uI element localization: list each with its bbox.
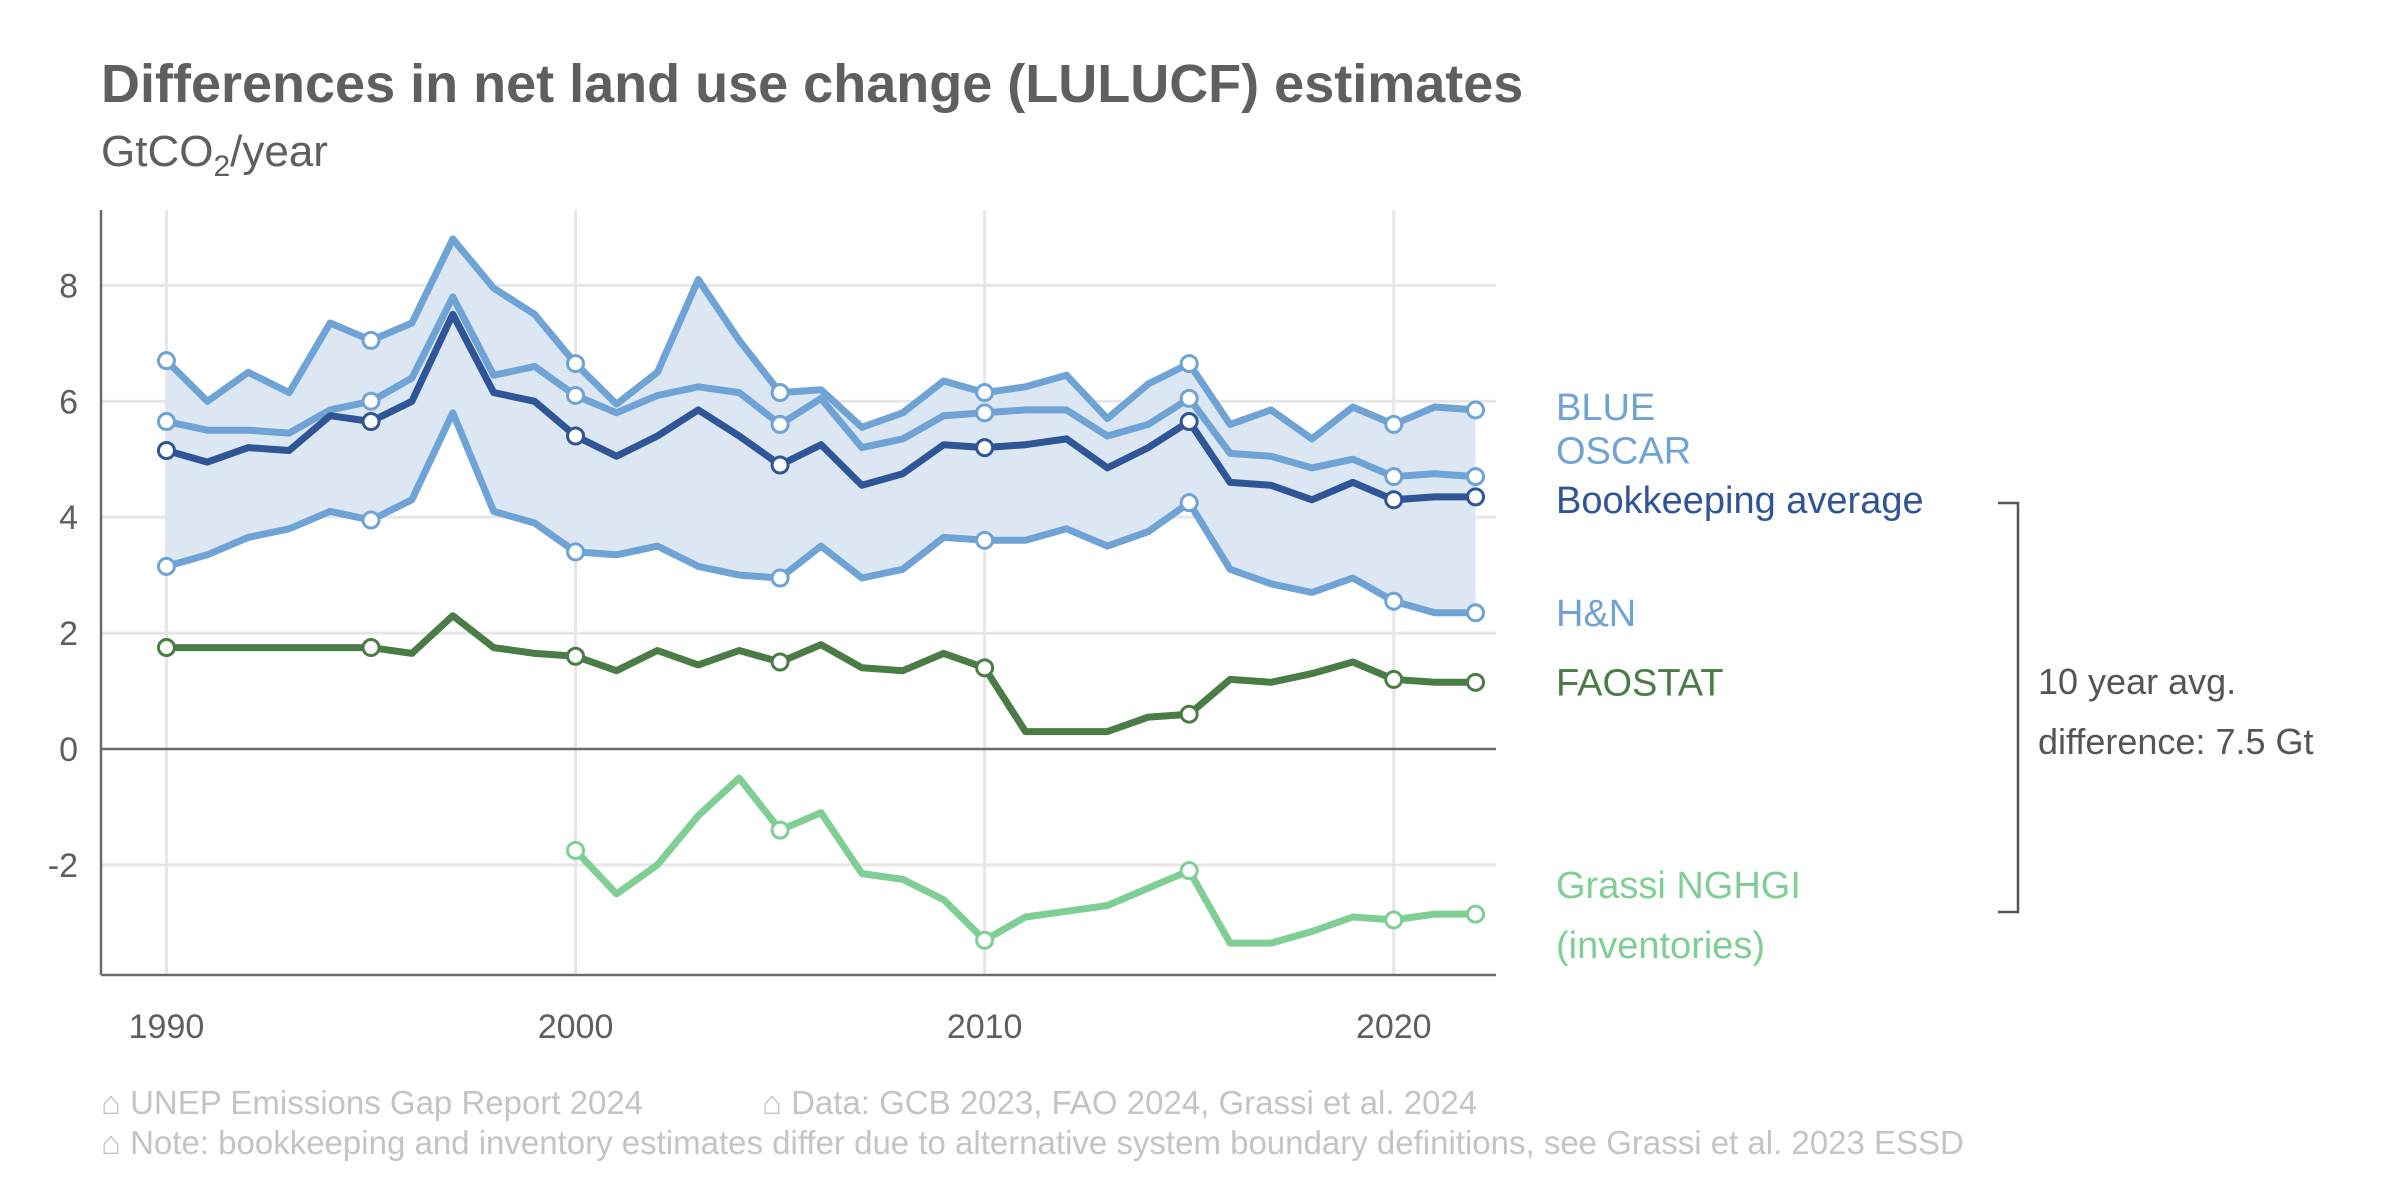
marker-oscar: [156, 412, 176, 432]
annotation-line-2: difference: 7.5 Gt: [2038, 721, 2314, 762]
marker-bookkeeping-average: [361, 412, 381, 432]
marker-bookkeeping-average: [975, 438, 995, 458]
y-tick-label: 8: [59, 267, 78, 305]
y-tick-label: 4: [59, 499, 78, 537]
marker-faostat: [566, 646, 586, 666]
marker-bookkeeping-average: [1384, 490, 1404, 510]
chart-subtitle: GtCO2/year: [101, 127, 328, 183]
subtitle-main: GtCO: [101, 127, 213, 176]
marker-grassi-nghgi: [1466, 904, 1486, 924]
series-markers: [156, 330, 1486, 950]
difference-bracket: [1998, 501, 2020, 914]
marker-blue: [1466, 400, 1486, 420]
footer-note: ⌂ Note: bookkeeping and inventory estima…: [101, 1124, 1964, 1161]
series-label-grassi-nghgi-line2: (inventories): [1556, 925, 1765, 967]
marker-bookkeeping-average: [156, 441, 176, 461]
marker-h-n: [566, 542, 586, 562]
series-line-blue: [163, 235, 1479, 443]
series-label-grassi-nghgi: Grassi NGHGI: [1556, 865, 1801, 907]
marker-h-n: [1179, 493, 1199, 513]
axes: [99, 210, 1496, 977]
marker-oscar: [1179, 388, 1199, 408]
x-tick-label: 2000: [538, 1008, 614, 1046]
marker-h-n: [156, 556, 176, 576]
marker-blue: [156, 351, 176, 371]
x-tick-label: 2020: [1356, 1008, 1432, 1046]
marker-h-n: [975, 530, 995, 550]
marker-bookkeeping-average: [1466, 487, 1486, 507]
series-label-blue: BLUE: [1556, 387, 1655, 429]
marker-oscar: [1384, 467, 1404, 487]
marker-blue: [361, 330, 381, 350]
series-line-oscar: [163, 293, 1479, 481]
marker-oscar: [566, 385, 586, 405]
y-tick-label: 6: [59, 383, 78, 421]
marker-faostat: [1179, 704, 1199, 724]
marker-bookkeeping-average: [1179, 412, 1199, 432]
series-line-grassi-nghgi: [572, 774, 1479, 947]
marker-blue: [770, 383, 790, 403]
marker-grassi-nghgi: [1179, 861, 1199, 881]
series-label-oscar: OSCAR: [1556, 431, 1691, 473]
subtitle-subscript: 2: [213, 150, 230, 183]
marker-faostat: [1384, 669, 1404, 689]
marker-grassi-nghgi: [1384, 910, 1404, 930]
footer-data-credit: ⌂ Data: GCB 2023, FAO 2024, Grassi et al…: [762, 1084, 1477, 1121]
marker-blue: [566, 354, 586, 374]
chart-title: Differences in net land use change (LULU…: [101, 54, 1523, 114]
marker-bookkeeping-average: [770, 455, 790, 475]
marker-h-n: [770, 568, 790, 588]
marker-faostat: [770, 652, 790, 672]
marker-blue: [1384, 414, 1404, 434]
series-line-h-n: [163, 409, 1479, 617]
marker-blue: [1179, 354, 1199, 374]
marker-faostat: [975, 658, 995, 678]
marker-oscar: [1466, 467, 1486, 487]
tick-labels: 1990 2000 2010 2020 -2 0 2 4 6 8: [48, 267, 1432, 1046]
marker-h-n: [1384, 591, 1404, 611]
series-label-h-n: H&N: [1556, 593, 1636, 635]
series-label-bookkeeping-average: Bookkeeping average: [1556, 480, 1924, 522]
marker-h-n: [1466, 603, 1486, 623]
series-lines: [163, 235, 1479, 947]
marker-oscar: [770, 414, 790, 434]
marker-oscar: [361, 391, 381, 411]
y-tick-label: -2: [48, 847, 78, 885]
marker-faostat: [1466, 672, 1486, 692]
marker-h-n: [361, 510, 381, 530]
subtitle-rest: /year: [230, 127, 328, 176]
marker-blue: [975, 383, 995, 403]
series-label-faostat: FAOSTAT: [1556, 662, 1724, 704]
y-tick-label: 2: [59, 615, 78, 653]
marker-oscar: [975, 403, 995, 423]
series-line-faostat: [163, 612, 1479, 736]
annotation-line-1: 10 year avg.: [2038, 661, 2236, 702]
x-tick-label: 2010: [947, 1008, 1023, 1046]
marker-grassi-nghgi: [566, 840, 586, 860]
marker-bookkeeping-average: [566, 426, 586, 446]
marker-faostat: [156, 638, 176, 658]
grid-lines: [101, 210, 1496, 975]
y-tick-label: 0: [59, 731, 78, 769]
series-line-bookkeeping-average: [163, 310, 1479, 504]
footer-source: ⌂ UNEP Emissions Gap Report 2024: [101, 1084, 643, 1121]
marker-grassi-nghgi: [975, 930, 995, 950]
band-area: [166, 239, 1476, 613]
marker-faostat: [361, 638, 381, 658]
uncertainty-band: [166, 239, 1476, 613]
marker-grassi-nghgi: [770, 820, 790, 840]
x-tick-label: 1990: [129, 1008, 205, 1046]
